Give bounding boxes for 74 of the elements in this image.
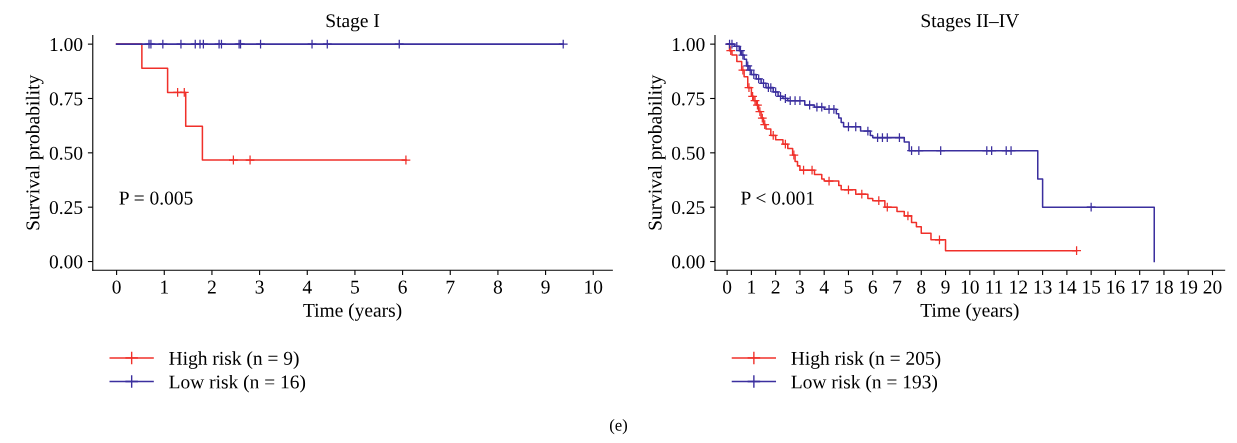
x-tick-label: 7 [446,280,455,294]
x-tick-label: 12 [1010,280,1027,294]
y-tick-label: 0.50 [49,146,83,160]
x-tick-label: 16 [1107,280,1125,294]
annotation: P < 0.001 [741,191,814,205]
point [743,82,754,93]
legend-label: Low risk (n = 193) [791,374,938,393]
annotation: P = 0.005 [119,191,193,205]
y-tick-label: 0.75 [49,92,83,106]
x-tick-label: 10 [585,280,603,294]
x-tick-label: 5 [844,280,853,294]
x-tick-label: 1 [748,280,756,294]
x-tick-label: 10 [961,280,979,294]
point [742,60,753,71]
y-tick-label: 0.25 [671,201,705,215]
legend-label: High risk (n = 205) [791,351,941,369]
x-tick-label: 3 [796,280,805,294]
y-axis-title: Survival probability [647,74,666,230]
x-tick-label: 13 [1034,280,1052,294]
x-tick-label: 6 [398,280,407,294]
x-tick-label: 9 [941,280,950,294]
x-tick-label: 3 [255,280,264,294]
x-tick-label: 0 [723,280,732,294]
y-tick-label: 0.75 [671,92,705,106]
point [770,86,781,97]
x-tick-label: 11 [986,280,1003,294]
y-tick-label: 0.25 [49,201,83,215]
point [754,106,765,117]
point [175,39,186,50]
x-tick-label: 14 [1058,280,1077,294]
x-tick-label: 5 [351,280,360,294]
point [788,149,799,161]
point [807,165,818,176]
x-tick-label: 7 [893,280,902,294]
x-tick-label: 1 [161,280,168,294]
y-tick-label: 1.00 [672,37,705,52]
y-tick-label: 1.00 [50,37,83,52]
point [753,73,764,84]
point [824,176,835,187]
point [757,113,768,124]
x-tick-label: 4 [819,280,829,294]
point [228,154,239,166]
x-tick-label: 20 [1203,280,1222,294]
x-tick-label: 0 [112,280,121,294]
chart-title: Stages II–IV [921,14,1019,32]
y-axis-title: Survival probability [25,74,44,230]
point [902,210,913,221]
y-tick-label: 0.50 [671,146,705,160]
point [737,65,748,76]
text: (e) [609,419,628,435]
chart-title: Stage I [326,14,380,32]
legend-label: Low risk (n = 16) [169,374,306,393]
point [1006,145,1017,156]
x-axis-title: Time (years) [920,303,1019,321]
x-axis-title: Time (years) [303,303,402,321]
point [245,154,256,166]
x-tick-label: 6 [868,280,878,294]
x-tick-label: 2 [771,280,780,294]
x-tick-label: 8 [917,280,926,294]
x-tick-label: 17 [1131,280,1149,294]
x-tick-label: 2 [207,280,216,294]
x-tick-label: 8 [493,280,503,294]
x-tick-label: 4 [302,280,312,294]
point [862,126,873,137]
point [307,39,318,50]
point [400,154,411,166]
y-tick-label: 0.00 [671,255,705,269]
x-tick-label: 9 [541,280,550,294]
x-tick-label: 19 [1180,280,1198,294]
x-tick-label: 15 [1083,280,1101,294]
x-tick-label: 18 [1155,280,1173,294]
legend-label: High risk (n = 9) [169,351,299,369]
point [804,99,815,111]
y-tick-label: 0.00 [49,255,83,269]
